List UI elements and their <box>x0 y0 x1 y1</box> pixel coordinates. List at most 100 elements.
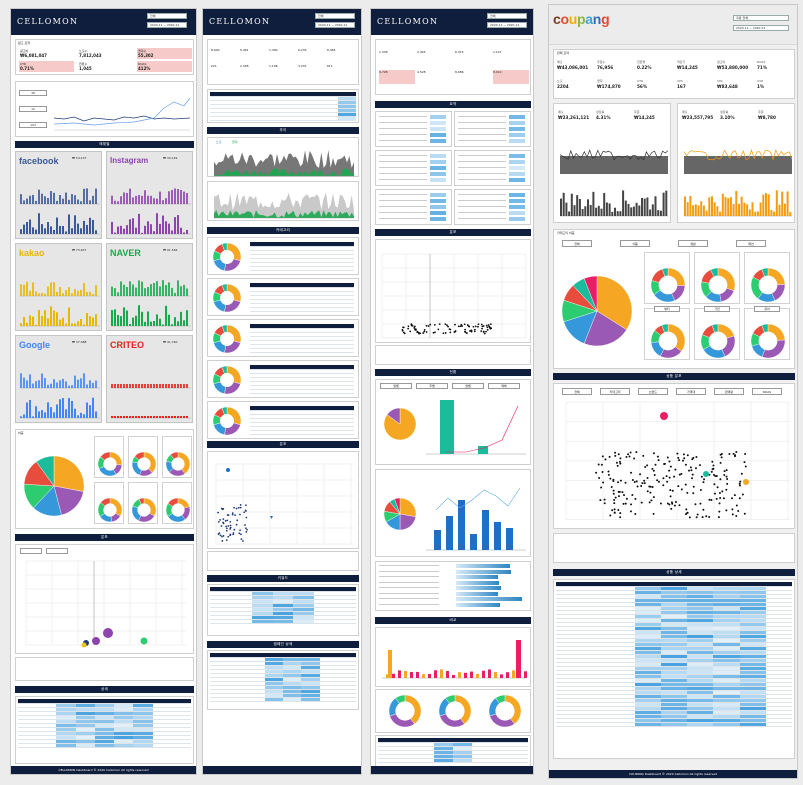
table-row[interactable] <box>210 100 356 105</box>
tab-3[interactable]: 매체 <box>488 383 520 389</box>
table-row[interactable] <box>250 291 354 296</box>
table-row[interactable] <box>556 666 792 671</box>
table-row[interactable] <box>556 710 792 715</box>
table-row[interactable] <box>210 611 356 616</box>
category-tab[interactable]: 패션 <box>736 240 766 247</box>
table-row[interactable] <box>250 414 354 419</box>
table-row[interactable] <box>210 669 356 674</box>
table-row[interactable] <box>250 258 354 263</box>
table-row[interactable] <box>250 303 354 308</box>
table-row[interactable] <box>210 116 356 121</box>
filter-tab[interactable]: ROAS <box>752 388 782 395</box>
table-row[interactable] <box>210 677 356 682</box>
sub-tab[interactable]: 뷰티 <box>654 306 680 312</box>
table-row[interactable] <box>250 336 354 341</box>
table-row[interactable] <box>556 670 792 675</box>
table-row[interactable] <box>556 650 792 655</box>
category-tab[interactable]: 식품 <box>620 240 650 247</box>
table-row[interactable] <box>210 599 356 604</box>
table-row[interactable] <box>250 369 354 374</box>
table-row[interactable] <box>378 754 528 759</box>
table-row[interactable] <box>210 619 356 624</box>
table-row[interactable] <box>556 722 792 727</box>
table-row[interactable] <box>556 610 792 615</box>
table-row[interactable] <box>556 602 792 607</box>
table-row[interactable] <box>556 718 792 723</box>
table-row[interactable] <box>250 307 354 312</box>
table-row[interactable] <box>250 410 354 415</box>
date-range-select[interactable]: 2020.11 ~ 2020.12 <box>487 22 527 28</box>
table-row[interactable] <box>18 727 191 732</box>
table-row[interactable] <box>556 654 792 659</box>
sub-tab[interactable]: 유아 <box>754 306 780 312</box>
filter-tab[interactable]: 가격대 <box>676 388 706 395</box>
filter-select[interactable]: 쿠팡 전체 <box>733 15 789 21</box>
table-row[interactable] <box>556 618 792 623</box>
table-row[interactable] <box>250 422 354 427</box>
table-row[interactable] <box>556 630 792 635</box>
table-row[interactable] <box>250 295 354 300</box>
table-row[interactable] <box>556 598 792 603</box>
table-row[interactable] <box>556 614 792 619</box>
table-row[interactable] <box>250 430 354 435</box>
table-row[interactable] <box>556 594 792 599</box>
table-row[interactable] <box>210 657 356 662</box>
table-row[interactable] <box>250 266 354 271</box>
table-row[interactable] <box>250 348 354 353</box>
table-row[interactable] <box>556 714 792 719</box>
tab-0[interactable]: 일별 <box>380 383 412 389</box>
table-row[interactable] <box>18 703 191 708</box>
date-range-select[interactable]: 2020.11 ~ 2020.12 <box>315 22 355 28</box>
table-row[interactable] <box>250 299 354 304</box>
table-row[interactable] <box>556 662 792 667</box>
date-range-select[interactable]: 2020.11 ~ 2020.12 <box>147 22 187 28</box>
table-row[interactable] <box>210 661 356 666</box>
table-row[interactable] <box>210 681 356 686</box>
table-row[interactable] <box>250 373 354 378</box>
table-row[interactable] <box>250 340 354 345</box>
table-row[interactable] <box>556 646 792 651</box>
table-row[interactable] <box>556 658 792 663</box>
table-row[interactable] <box>556 686 792 691</box>
table-row[interactable] <box>556 674 792 679</box>
table-row[interactable] <box>210 108 356 113</box>
table-row[interactable] <box>210 665 356 670</box>
table-row[interactable] <box>210 697 356 702</box>
table-row[interactable] <box>556 590 792 595</box>
table-row[interactable] <box>556 678 792 683</box>
metric-box[interactable]: 38 <box>19 90 47 96</box>
table-row[interactable] <box>18 739 191 744</box>
table-row[interactable] <box>18 719 191 724</box>
date-range-select[interactable]: 2020.11 ~ 2020.12 <box>733 25 789 31</box>
table-row[interactable] <box>250 381 354 386</box>
table-row[interactable] <box>210 603 356 608</box>
table-row[interactable] <box>556 638 792 643</box>
metric-box[interactable]: 104 <box>19 122 47 128</box>
metric-box[interactable]: 12 <box>19 106 47 112</box>
table-row[interactable] <box>210 615 356 620</box>
table-row[interactable] <box>250 287 354 292</box>
table-row[interactable] <box>250 385 354 390</box>
filter-select[interactable]: 전체 <box>487 13 527 19</box>
table-row[interactable] <box>210 112 356 117</box>
table-row[interactable] <box>18 731 191 736</box>
table-row[interactable] <box>210 689 356 694</box>
table-row[interactable] <box>378 746 528 751</box>
table-row[interactable] <box>556 698 792 703</box>
sub-tab[interactable]: 가전 <box>704 306 730 312</box>
tab-b[interactable] <box>46 548 68 554</box>
filter-tab[interactable]: 전체 <box>562 388 592 395</box>
table-row[interactable] <box>18 715 191 720</box>
table-row[interactable] <box>210 595 356 600</box>
filter-select[interactable]: 전체 <box>147 13 187 19</box>
table-row[interactable] <box>18 743 191 748</box>
tab-a[interactable] <box>20 548 42 554</box>
table-row[interactable] <box>210 693 356 698</box>
table-row[interactable] <box>556 634 792 639</box>
table-row[interactable] <box>378 758 528 763</box>
table-row[interactable] <box>18 711 191 716</box>
table-row[interactable] <box>556 622 792 627</box>
table-row[interactable] <box>250 250 354 255</box>
table-row[interactable] <box>210 96 356 101</box>
table-row[interactable] <box>18 735 191 740</box>
